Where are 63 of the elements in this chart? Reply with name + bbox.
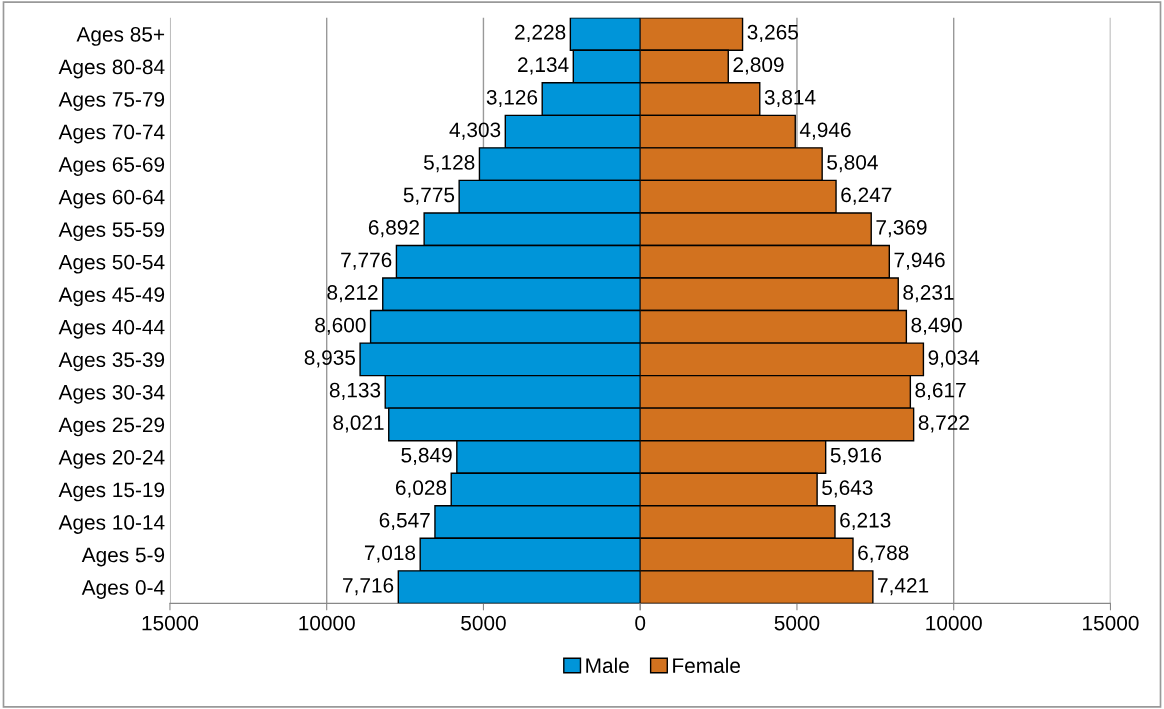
data-label: 7,776 [341,252,392,270]
legend-label: Male [586,657,629,673]
data-label: 7,716 [343,577,394,596]
y-tick-label: Ages 0-4 [81,580,165,599]
data-label: 5,643 [822,480,873,498]
data-label: 8,617 [915,382,966,400]
data-label: 5,775 [403,187,455,205]
x-tick-label: 15000 [142,615,199,631]
data-label: 7,018 [364,545,416,563]
data-label: 8,212 [327,285,378,303]
data-label: 6,892 [368,220,419,238]
data-label: 7,421 [878,577,929,596]
data-label: 2,134 [518,57,569,75]
data-label: 3,126 [486,89,538,108]
data-label: 5,804 [827,154,878,173]
data-label: 8,133 [329,382,381,400]
data-label: 6,213 [840,512,891,531]
data-label: 2,228 [515,24,566,43]
data-label: 9,034 [928,350,980,368]
y-tick-label: Ages 35-39 [58,352,165,372]
y-tick-label: Ages 75-79 [58,92,165,111]
x-tick-label: 0 [635,615,646,631]
data-label: 3,265 [747,24,798,43]
data-label: 5,916 [830,447,882,465]
data-label: 7,946 [894,252,945,270]
data-label: 5,128 [423,154,475,173]
x-tick-label: 10000 [299,615,355,631]
y-tick-label: Ages 15-19 [58,482,165,502]
x-tick-label: 15000 [1083,615,1139,631]
x-tick-label: 5000 [461,615,506,631]
y-tick-label: Ages 20-24 [58,449,165,469]
data-label: 6,788 [858,545,909,563]
legend-label: Female [673,657,740,673]
data-label: 8,490 [911,317,962,335]
data-label: 8,935 [304,350,356,368]
data-label: 5,849 [401,447,452,465]
y-tick-label: Ages 70-74 [58,124,165,144]
data-label: 6,028 [395,480,447,498]
y-tick-label: Ages 25-29 [58,417,165,437]
data-label: 6,547 [379,512,430,531]
data-label: 4,303 [449,122,501,140]
y-tick-label: Ages 40-44 [58,319,165,339]
y-tick-label: Ages 80-84 [58,59,165,79]
y-tick-label: Ages 65-69 [58,157,165,177]
y-tick-label: Ages 45-49 [58,287,165,307]
data-label: 8,231 [903,285,954,303]
y-tick-label: Ages 10-14 [58,515,165,534]
y-tick-label: Ages 5-9 [81,547,165,567]
data-label: 2,809 [733,57,784,75]
data-label: 8,021 [333,415,384,433]
data-label: 3,814 [764,89,816,108]
y-tick-label: Ages 50-54 [58,254,165,274]
data-label: 8,722 [918,415,969,433]
data-label: 8,600 [315,317,366,335]
y-tick-label: Ages 30-34 [58,384,165,404]
y-tick-label: Ages 85+ [76,26,165,46]
y-tick-label: Ages 55-59 [58,222,165,242]
data-label: 6,247 [841,187,892,205]
y-tick-label: Ages 60-64 [58,189,165,209]
data-label: 7,369 [876,220,927,238]
x-tick-label: 10000 [926,615,982,631]
data-label: 4,946 [799,122,851,140]
x-tick-label: 5000 [774,615,820,631]
